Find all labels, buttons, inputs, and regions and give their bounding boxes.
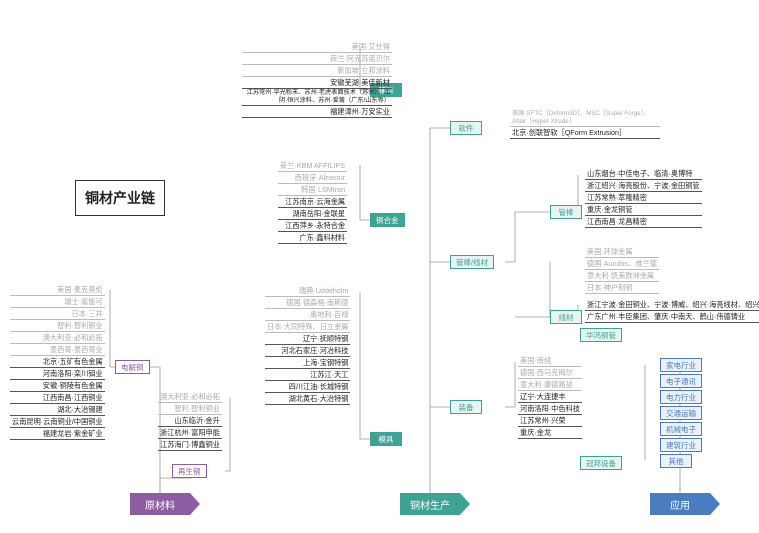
sub-node-ruanjian: 软件 (450, 121, 482, 135)
list-item: 荷兰·KBM AFFILIPS (278, 160, 347, 172)
sub-node-zaisheng: 再生铜 (172, 464, 207, 478)
sub-node-app4: 交通运输 (660, 406, 702, 420)
list-item: 安徽·铜陵有色金属 (10, 380, 105, 392)
sub-node-app3: 电力行业 (660, 390, 702, 404)
list-hejin_l: 荷兰·KBM AFFILIPS西班牙·Aleastur韩国·LSMtron江苏南… (278, 160, 347, 244)
sub-node-huahong: 华鸿铜管 (580, 328, 622, 342)
list-item: 广东广州·丰臣集团、肇庆·中南天、鹤山·伟德铸业 (585, 311, 759, 323)
list-item: 辽宁·抚顺特钢 (265, 333, 350, 345)
sub-node-guanbang3: 冠邦设备 (580, 456, 622, 470)
sub-node-app1: 家电行业 (660, 358, 702, 372)
list-item: 奥地利·百禄 (265, 309, 350, 321)
list-item: 美国·环球金属 (585, 246, 659, 258)
list-item: 湖北黄石·大冶特钢 (265, 393, 350, 405)
list-item: 德国·德森格·南斯德 (265, 297, 350, 309)
list-item: 河南洛阳·中色科技 (518, 403, 582, 415)
list-guanbang_l: 山东烟台·中佳电子、临清·奥博特浙江绍兴·海亮股份、宁波·金田铜管江苏常熟·萃隆… (585, 168, 702, 228)
list-item: 江苏海门·博鑫铜业 (158, 439, 222, 451)
list-item: 瑞士·嘉能可 (10, 296, 105, 308)
list-dianjie_l: 美国·麦克莫伦瑞士·嘉能可日本·三井智利·智利铜业澳大利亚·必和必拓墨西哥·墨西… (10, 284, 105, 440)
list-item: 北京·五矿有色金属 (10, 356, 105, 368)
list-item: 日本·三井 (10, 308, 105, 320)
list-item: 四川江油·长城特钢 (265, 381, 350, 393)
list-item: 意大利·康德路益 (518, 379, 582, 391)
list-item: 山东临沂·金升 (158, 415, 222, 427)
list-guanbang_g: 美国·环球金属德国·Aurubis、维兰德意大利·凯美欧洲金属日本·神户制铜 (585, 246, 659, 294)
list-item: 美国·艾仕得 (242, 41, 392, 53)
sub-node-guanbang2: 管棒 (550, 205, 582, 219)
list-item: 美国·SFTC［Deform3D］、MSC［Super Forge］、Altai… (510, 110, 660, 127)
list-item: 江西南昌·江西铜业 (10, 392, 105, 404)
list-item: 荷兰·阿克苏诺贝尔 (242, 53, 392, 65)
list-item: 德国·西马克梅尔 (518, 367, 582, 379)
list-item: 福建龙岩·紫金矿业 (10, 428, 105, 440)
list-item: 云南昆明·云南铜业/中国铜业 (10, 416, 105, 428)
list-item: 新加坡·立邦涂料 (242, 65, 392, 77)
list-item: 浙江绍兴·海亮股份、宁波·金田铜管 (585, 180, 702, 192)
list-item: 日本·大同特殊、日立金属 (265, 321, 350, 333)
list-item: 澳大利亚·必和必拓 (158, 391, 222, 403)
list-item: 江苏江·天工 (265, 369, 350, 381)
list-item: 瑞典·Uddeholm (265, 285, 350, 297)
main-node-raw: 原材料 (130, 493, 190, 515)
list-fuliao_l: 美国·艾仕得荷兰·阿克苏诺贝尔新加坡·立邦涂料安徽芜湖·美佳新材江苏常州·华光粉… (242, 41, 392, 118)
main-node-prod: 铜材生产 (400, 493, 460, 515)
list-item: 浙江宁波·金田铜业、宁波·博威、绍兴·海亮线材、绍兴·力博 (585, 299, 759, 311)
sub-node-moju: 模具 (370, 432, 402, 446)
list-item: 澳大利亚·必和必拓 (10, 332, 105, 344)
list-xiancai_l: 浙江宁波·金田铜业、宁波·博威、绍兴·海亮线材、绍兴·力博广东广州·丰臣集团、肇… (585, 299, 759, 323)
main-node-app: 应用 (650, 493, 710, 515)
sub-node-xiancai: 线材 (550, 310, 582, 324)
list-item: 北京·创联智软［QForm Extrusion］ (510, 127, 660, 139)
list-item: 江西萍乡·永特合金 (278, 220, 347, 232)
list-item: 日本·神户制铜 (585, 282, 659, 294)
list-item: 墨西哥·墨西哥业 (10, 344, 105, 356)
sub-node-app6: 建筑行业 (660, 438, 702, 452)
sub-node-hejin: 铜合金 (370, 213, 405, 227)
list-item: 美国·南线 (518, 355, 582, 367)
title: 铜材产业链 (75, 180, 165, 216)
list-item: 江苏南京·云海金属 (278, 196, 347, 208)
list-item: 重庆·金龙 (518, 427, 582, 439)
list-item: 重庆·金龙铜管 (585, 204, 702, 216)
list-item: 韩国·LSMtron (278, 184, 347, 196)
sub-node-app5: 机械电子 (660, 422, 702, 436)
list-item: 智利·智利铜业 (158, 403, 222, 415)
list-moju_l: 瑞典·Uddeholm德国·德森格·南斯德奥地利·百禄日本·大同特殊、日立金属辽… (265, 285, 350, 405)
sub-node-zhuangbei: 装备 (450, 400, 482, 414)
list-item: 湖南岳阳·金联星 (278, 208, 347, 220)
list-item: 安徽芜湖·美佳新材 (242, 77, 392, 89)
list-item: 智利·智利铜业 (10, 320, 105, 332)
list-item: 湖北·大冶锡建 (10, 404, 105, 416)
list-item: 上海·宝钢特钢 (265, 357, 350, 369)
list-ruanjian_l: 美国·SFTC［Deform3D］、MSC［Super Forge］、Altai… (510, 110, 660, 139)
sub-node-app7: 其他 (660, 454, 692, 468)
list-item: 河南洛阳·栾川钼业 (10, 368, 105, 380)
list-item: 江苏常州·兴荣 (518, 415, 582, 427)
list-item: 意大利·凯美欧洲金属 (585, 270, 659, 282)
list-zaisheng_l: 澳大利亚·必和必拓智利·智利铜业山东临沂·金升浙江杭州·富阳申能江苏海门·博鑫铜… (158, 391, 222, 451)
list-item: 江苏常熟·萃隆精密 (585, 192, 702, 204)
sub-node-app2: 电子通讯 (660, 374, 702, 388)
sub-node-dianjie: 电解铜 (115, 360, 150, 374)
list-item: 辽宁·大连捷丰 (518, 391, 582, 403)
list-item: 江西南昌·龙昌精密 (585, 216, 702, 228)
list-item: 德国·Aurubis、维兰德 (585, 258, 659, 270)
sub-node-guanbang: 管棒/线材 (450, 255, 494, 269)
list-item: 山东烟台·中佳电子、临清·奥博特 (585, 168, 702, 180)
list-item: 浙江杭州·富阳申能 (158, 427, 222, 439)
list-item: 福建漳州·万安实业 (242, 106, 392, 118)
list-zhuangbei_l: 美国·南线德国·西马克梅尔意大利·康德路益辽宁·大连捷丰河南洛阳·中色科技江苏常… (518, 355, 582, 439)
list-item: 西班牙·Aleastur (278, 172, 347, 184)
list-item: 河北石家庄·河冶科技 (265, 345, 350, 357)
list-item: 广东·鑫科材料 (278, 232, 347, 244)
list-item: 美国·麦克莫伦 (10, 284, 105, 296)
list-item: 江苏常州·华光粉末、苏州·老虎表面技术（苏州）、江阴·恒兴涂料、苏州·爱莆（广东… (242, 89, 392, 106)
